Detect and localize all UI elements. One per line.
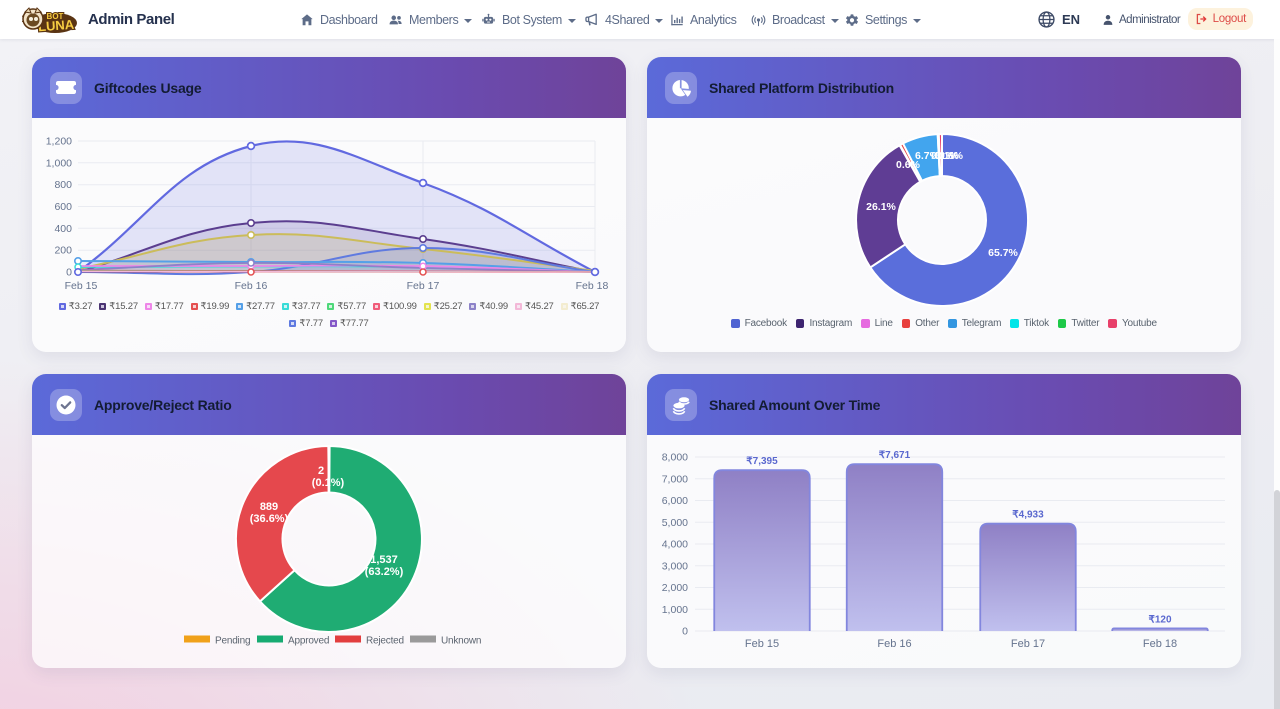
svg-text:0.1%: 0.1% (935, 150, 960, 162)
svg-text:5,000: 5,000 (662, 517, 688, 529)
svg-text:4,000: 4,000 (662, 539, 688, 551)
svg-text:Feb 17: Feb 17 (1011, 638, 1045, 650)
svg-text:₹120: ₹120 (1148, 615, 1171, 626)
svg-text:Approved: Approved (288, 636, 329, 647)
svg-text:Feb 15: Feb 15 (745, 638, 779, 650)
svg-text:Pending: Pending (215, 636, 250, 647)
svg-text:1,000: 1,000 (46, 157, 72, 169)
svg-text:₹7,395: ₹7,395 (746, 456, 778, 467)
svg-text:400: 400 (54, 223, 72, 235)
svg-text:₹7,671: ₹7,671 (879, 450, 911, 461)
svg-text:LUNA: LUNA (38, 16, 76, 34)
svg-text:200: 200 (54, 245, 72, 257)
svg-text:BOT: BOT (47, 12, 64, 21)
svg-text:7,000: 7,000 (662, 473, 688, 485)
svg-text:65.7%: 65.7% (988, 247, 1018, 259)
svg-text:2: 2 (318, 465, 324, 477)
svg-text:6,000: 6,000 (662, 495, 688, 507)
svg-text:Feb 17: Feb 17 (407, 280, 440, 292)
svg-text:889: 889 (260, 501, 278, 513)
svg-text:Unknown: Unknown (441, 636, 481, 647)
svg-text:Feb 18: Feb 18 (1143, 638, 1177, 650)
svg-text:6.7%: 6.7% (915, 150, 940, 162)
svg-text:1,200: 1,200 (46, 136, 72, 148)
svg-text:Feb 18: Feb 18 (576, 280, 609, 292)
svg-text:26.1%: 26.1% (866, 201, 896, 213)
svg-text:0: 0 (682, 626, 688, 638)
svg-text:0.1%: 0.1% (931, 150, 956, 162)
svg-text:800: 800 (54, 179, 72, 191)
svg-text:₹4,933: ₹4,933 (1012, 510, 1044, 521)
svg-text:Feb 15: Feb 15 (65, 280, 98, 292)
svg-text:Feb 16: Feb 16 (877, 638, 911, 650)
svg-text:Rejected: Rejected (366, 636, 404, 647)
svg-text:Feb 16: Feb 16 (235, 280, 268, 292)
svg-text:1,537: 1,537 (370, 554, 398, 566)
svg-text:0.6%: 0.6% (939, 150, 964, 162)
svg-text:8,000: 8,000 (662, 452, 688, 464)
svg-text:(0.1%): (0.1%) (312, 477, 345, 489)
svg-text:(63.2%): (63.2%) (365, 566, 404, 578)
svg-text:0.6%: 0.6% (896, 159, 921, 171)
svg-text:(36.6%): (36.6%) (250, 513, 289, 525)
svg-text:0: 0 (66, 267, 72, 279)
svg-text:600: 600 (54, 201, 72, 213)
svg-text:2,000: 2,000 (662, 582, 688, 594)
svg-text:1,000: 1,000 (662, 604, 688, 616)
svg-text:3,000: 3,000 (662, 560, 688, 572)
